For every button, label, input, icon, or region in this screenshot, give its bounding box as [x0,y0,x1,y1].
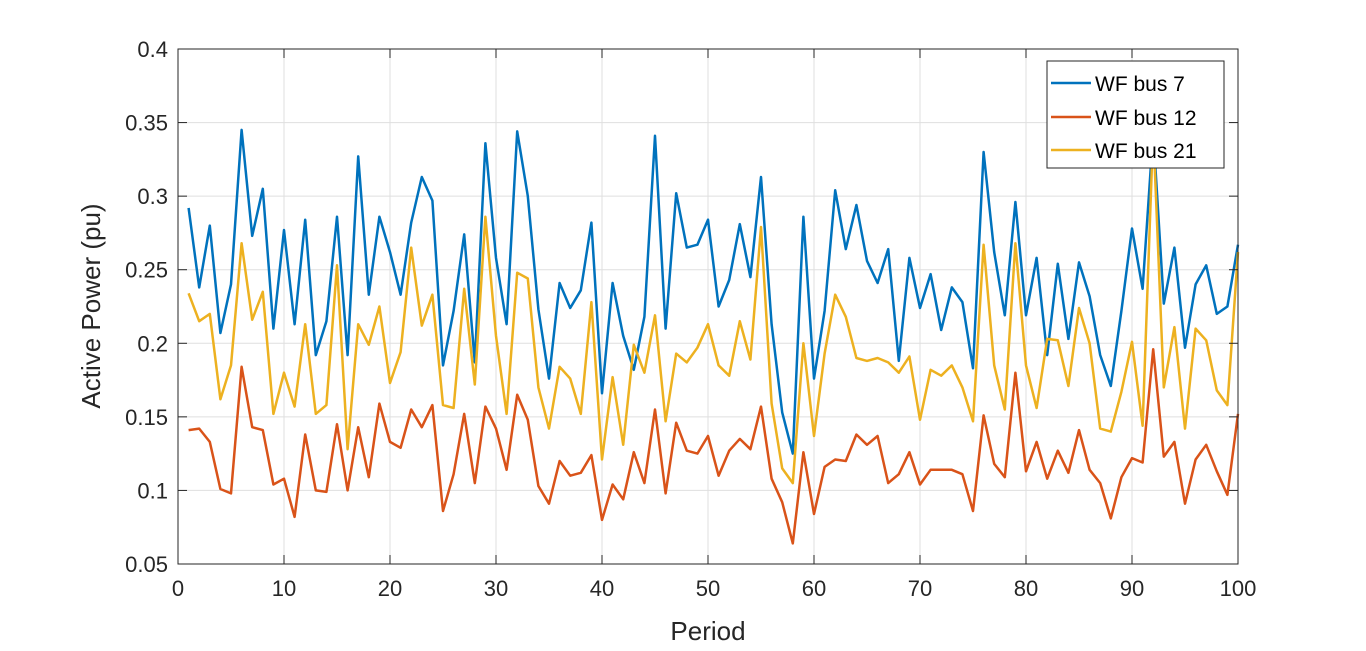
y-tick-label: 0.05 [125,552,168,577]
x-tick-label: 40 [590,576,614,601]
y-tick-labels: 0.05 0.1 0.15 0.2 0.25 0.3 0.35 0.4 [125,37,168,577]
x-tick-label: 20 [378,576,402,601]
x-tick-label: 50 [696,576,720,601]
series-lines [187,128,1240,545]
y-tick-label: 0.4 [137,37,168,62]
x-tick-label: 30 [484,576,508,601]
y-tick-label: 0.25 [125,258,168,283]
y-tick-label: 0.35 [125,111,168,136]
x-tick-label: 10 [272,576,296,601]
series-line-wf-bus-7 [187,128,1240,455]
legend: WF bus 7 WF bus 12 WF bus 21 [1046,60,1225,169]
x-tick-labels: 0 10 20 30 40 50 60 70 80 90 100 [172,576,1256,601]
y-tick-label: 0.3 [137,184,168,209]
legend-label-wf-bus-12: WF bus 12 [1095,107,1197,130]
x-tick-label: 90 [1120,576,1144,601]
axis-ticks [177,48,1239,565]
series-line-wf-bus-21 [187,128,1240,485]
series-line-wf-bus-12 [188,347,1240,545]
x-tick-label: 70 [908,576,932,601]
y-tick-label: 0.2 [137,331,168,356]
legend-label-wf-bus-7: WF bus 7 [1095,73,1185,96]
y-tick-label: 0.1 [137,478,168,503]
x-tick-label: 0 [172,576,184,601]
x-tick-label: 80 [1014,576,1038,601]
y-axis-title: Active Power (pu) [76,203,106,408]
legend-label-wf-bus-21: WF bus 21 [1095,140,1197,163]
y-tick-label: 0.15 [125,405,168,430]
x-tick-label: 60 [802,576,826,601]
x-tick-label: 100 [1220,576,1257,601]
x-axis-title: Period [670,616,745,646]
